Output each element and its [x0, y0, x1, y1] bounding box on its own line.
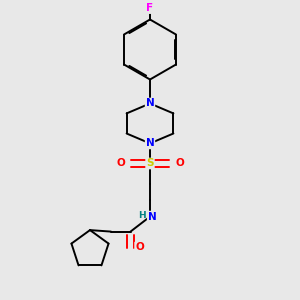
- Text: N: N: [146, 98, 154, 109]
- Text: O: O: [116, 158, 125, 169]
- Text: O: O: [135, 242, 144, 253]
- Text: H: H: [138, 212, 146, 220]
- Text: N: N: [146, 138, 154, 148]
- Text: F: F: [146, 3, 154, 13]
- Text: S: S: [146, 158, 154, 169]
- Text: O: O: [175, 158, 184, 169]
- Text: N: N: [148, 212, 157, 222]
